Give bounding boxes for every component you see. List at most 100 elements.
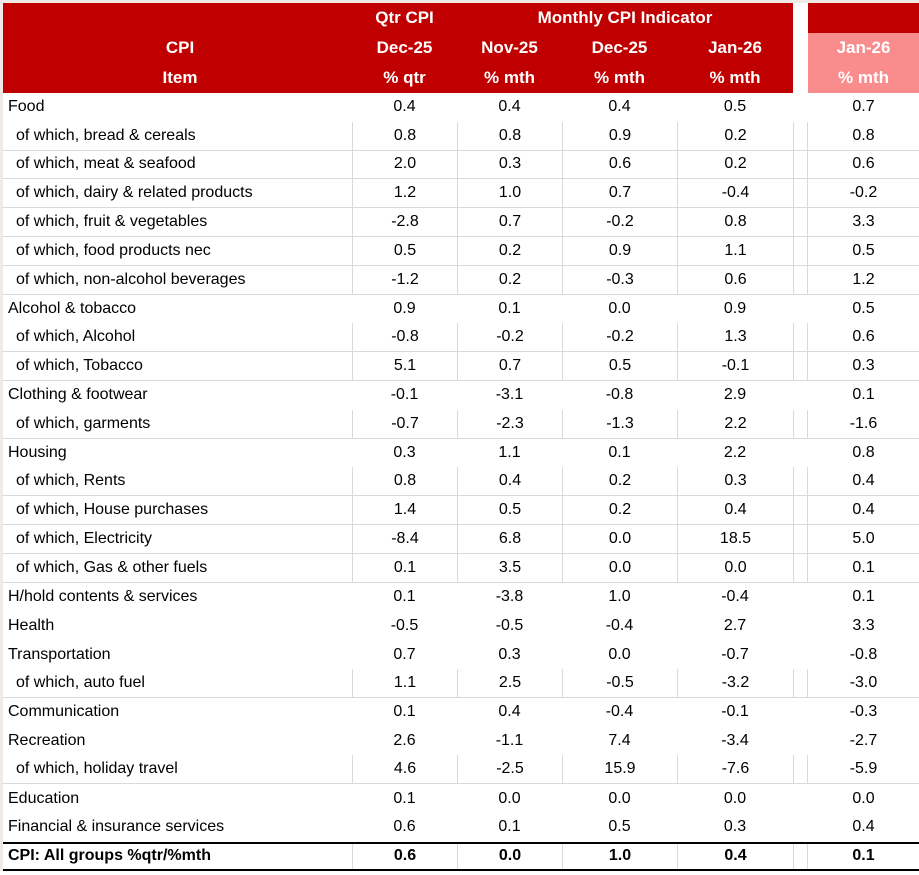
highlight-value-cell: 0.4: [852, 501, 875, 519]
value-cell: 0.0: [608, 645, 631, 663]
value-cell: 0.4: [677, 496, 793, 524]
highlight-value-cell: -2.7: [849, 731, 878, 749]
gap-spacer: [793, 409, 808, 438]
value-cell: 0.2: [677, 150, 793, 179]
value-cell: 0.0: [562, 553, 677, 582]
gap-spacer: [793, 33, 808, 63]
gap-spacer: [793, 150, 808, 179]
row-label: of which, garments: [16, 414, 151, 432]
gap-spacer: [793, 380, 808, 410]
highlight-value-cell: -3.0: [849, 673, 878, 691]
table-row: of which, fruit & vegetables -2.8 0.7 -0.2 0…: [3, 208, 919, 237]
row-label: of which, Gas & other fuels: [16, 558, 208, 576]
value-cell: 4.6: [352, 755, 457, 784]
gap-spacer: [793, 726, 808, 756]
value-cell: 6.8: [457, 524, 562, 553]
table-row: Alcohol & tobacco 0.9 0.1 0.0 0.9 0.5: [3, 294, 919, 324]
value-cell: -0.2: [562, 208, 677, 236]
gap-spacer: [793, 352, 808, 380]
value-cell: 2.7: [723, 616, 747, 634]
value-cell: 0.4: [498, 98, 521, 116]
highlight-value-cell: 0.5: [852, 241, 875, 259]
row-label: Food: [8, 98, 45, 116]
header-unit-nov25: % mth: [457, 63, 562, 93]
value-cell: 1.0: [608, 587, 631, 605]
value-cell: 0.2: [677, 121, 793, 150]
gap-spacer: [793, 323, 808, 352]
header-unit-jan26: % mth: [677, 63, 793, 93]
row-label: of which, dairy & related products: [16, 184, 253, 202]
value-cell: 2.2: [677, 409, 793, 438]
row-label: of which, Alcohol: [16, 328, 136, 346]
header-row-months: CPI Dec-25 Nov-25 Dec-25 Jan-26 Jan-26: [3, 33, 919, 63]
highlight-value-cell: 0.7: [852, 98, 875, 116]
value-cell: -7.6: [677, 755, 793, 784]
value-cell: -0.7: [721, 645, 749, 663]
value-cell: -0.4: [605, 616, 634, 634]
header-row-groups: Qtr CPI Monthly CPI Indicator: [3, 3, 919, 33]
value-cell: 0.7: [457, 208, 562, 236]
value-cell: 0.5: [723, 98, 747, 116]
value-cell: -8.4: [352, 524, 457, 553]
value-cell: 18.5: [677, 524, 793, 553]
table-row: Communication 0.1 0.4 -0.4 -0.1 -0.3: [3, 697, 919, 727]
highlight-value-cell: -0.8: [849, 645, 878, 663]
value-cell: 0.0: [608, 299, 631, 317]
value-cell: 0.3: [723, 818, 747, 836]
value-cell: 0.9: [562, 121, 677, 150]
value-cell: 0.0: [457, 843, 562, 869]
value-cell: 0.1: [498, 299, 521, 317]
value-cell: 0.9: [393, 299, 416, 317]
header-unit-dec25: % mth: [562, 63, 677, 93]
value-cell: -0.5: [390, 616, 419, 634]
row-label: Alcohol & tobacco: [8, 299, 137, 317]
value-cell: 0.4: [608, 98, 631, 116]
value-cell: 0.3: [498, 645, 521, 663]
table-row: of which, non-alcohol beverages -1.2 0.2 -0…: [3, 265, 919, 295]
value-cell: 0.3: [393, 443, 416, 461]
value-cell: -3.1: [495, 386, 524, 404]
highlight-value-cell: -0.3: [849, 703, 878, 721]
value-cell: 0.8: [352, 467, 457, 496]
header-month-nov25: Nov-25: [457, 33, 562, 63]
value-cell: 0.8: [352, 121, 457, 150]
gap-spacer: [793, 467, 808, 496]
gap-spacer: [793, 93, 808, 122]
gap-spacer: [793, 668, 808, 697]
table-row: of which, dairy & related products 1.2 1.0…: [3, 179, 919, 209]
row-label: Housing: [8, 443, 67, 461]
table-row: of which, Rents 0.8 0.4 0.2 0.3 0.4: [3, 467, 919, 497]
table-row: of which, Alcohol -0.8 -0.2 -0.2 1.3 0.6: [3, 323, 919, 353]
value-cell: 0.5: [562, 352, 677, 380]
value-cell: 15.9: [562, 755, 677, 784]
gap-spacer: [793, 179, 808, 208]
value-cell: 0.0: [723, 789, 747, 807]
value-cell: 0.1: [393, 789, 416, 807]
value-cell: 0.1: [393, 587, 416, 605]
value-cell: 0.1: [352, 553, 457, 582]
highlight-value-cell: 0.3: [852, 357, 875, 375]
value-cell: 1.0: [562, 843, 677, 869]
value-cell: 5.1: [352, 352, 457, 380]
gap-spacer: [793, 611, 808, 641]
header-qtr-unit: % qtr: [352, 63, 457, 93]
value-cell: 0.6: [352, 843, 457, 869]
header-monthly-group-label: Monthly CPI Indicator: [457, 3, 793, 33]
table-row: of which, meat & seafood 2.0 0.3 0.6 0.2 0.6: [3, 150, 919, 180]
highlight-value-cell: 0.1: [852, 847, 875, 865]
value-cell: 1.0: [457, 179, 562, 208]
header-item-line2: Item: [3, 63, 352, 93]
value-cell: 1.2: [352, 179, 457, 208]
value-cell: -2.8: [352, 208, 457, 236]
table-row: of which, garments -0.7 -2.3 -1.3 2.2 -1.6: [3, 409, 919, 439]
value-cell: 1.1: [677, 236, 793, 265]
highlight-value-cell: 0.6: [852, 328, 875, 346]
header-highlight-month: Jan-26: [808, 33, 919, 63]
value-cell: 0.5: [352, 236, 457, 265]
table-row: of which, Gas & other fuels 0.1 3.5 0.0 0.0 0…: [3, 553, 919, 583]
value-cell: 0.2: [562, 467, 677, 496]
value-cell: -0.3: [562, 265, 677, 294]
highlight-value-cell: 0.1: [852, 587, 875, 605]
table-row: of which, auto fuel 1.1 2.5 -0.5 -3.2 -3.0: [3, 668, 919, 698]
